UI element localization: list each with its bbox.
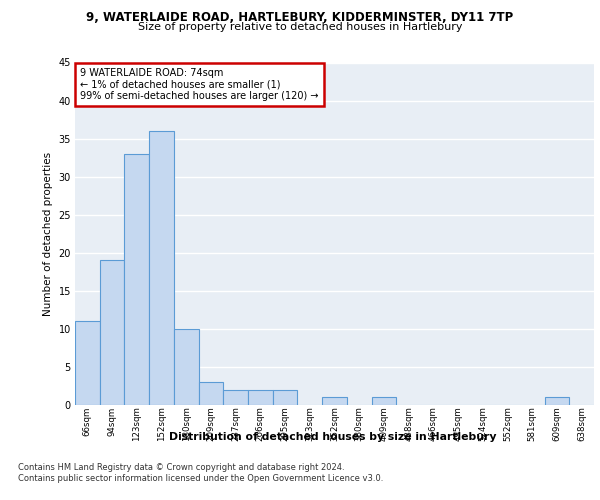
Bar — [124, 154, 149, 405]
Bar — [322, 398, 347, 405]
Bar — [545, 398, 569, 405]
Bar — [75, 322, 100, 405]
Bar — [174, 329, 199, 405]
Text: Distribution of detached houses by size in Hartlebury: Distribution of detached houses by size … — [169, 432, 497, 442]
Text: Size of property relative to detached houses in Hartlebury: Size of property relative to detached ho… — [138, 22, 462, 32]
Bar — [248, 390, 273, 405]
Text: 9 WATERLAIDE ROAD: 74sqm
← 1% of detached houses are smaller (1)
99% of semi-det: 9 WATERLAIDE ROAD: 74sqm ← 1% of detache… — [80, 68, 319, 101]
Bar — [100, 260, 124, 405]
Bar — [149, 131, 174, 405]
Bar — [199, 382, 223, 405]
Y-axis label: Number of detached properties: Number of detached properties — [43, 152, 53, 316]
Bar — [371, 398, 396, 405]
Text: Contains HM Land Registry data © Crown copyright and database right 2024.: Contains HM Land Registry data © Crown c… — [18, 462, 344, 471]
Text: 9, WATERLAIDE ROAD, HARTLEBURY, KIDDERMINSTER, DY11 7TP: 9, WATERLAIDE ROAD, HARTLEBURY, KIDDERMI… — [86, 11, 514, 24]
Text: Contains public sector information licensed under the Open Government Licence v3: Contains public sector information licen… — [18, 474, 383, 483]
Bar — [273, 390, 298, 405]
Bar — [223, 390, 248, 405]
